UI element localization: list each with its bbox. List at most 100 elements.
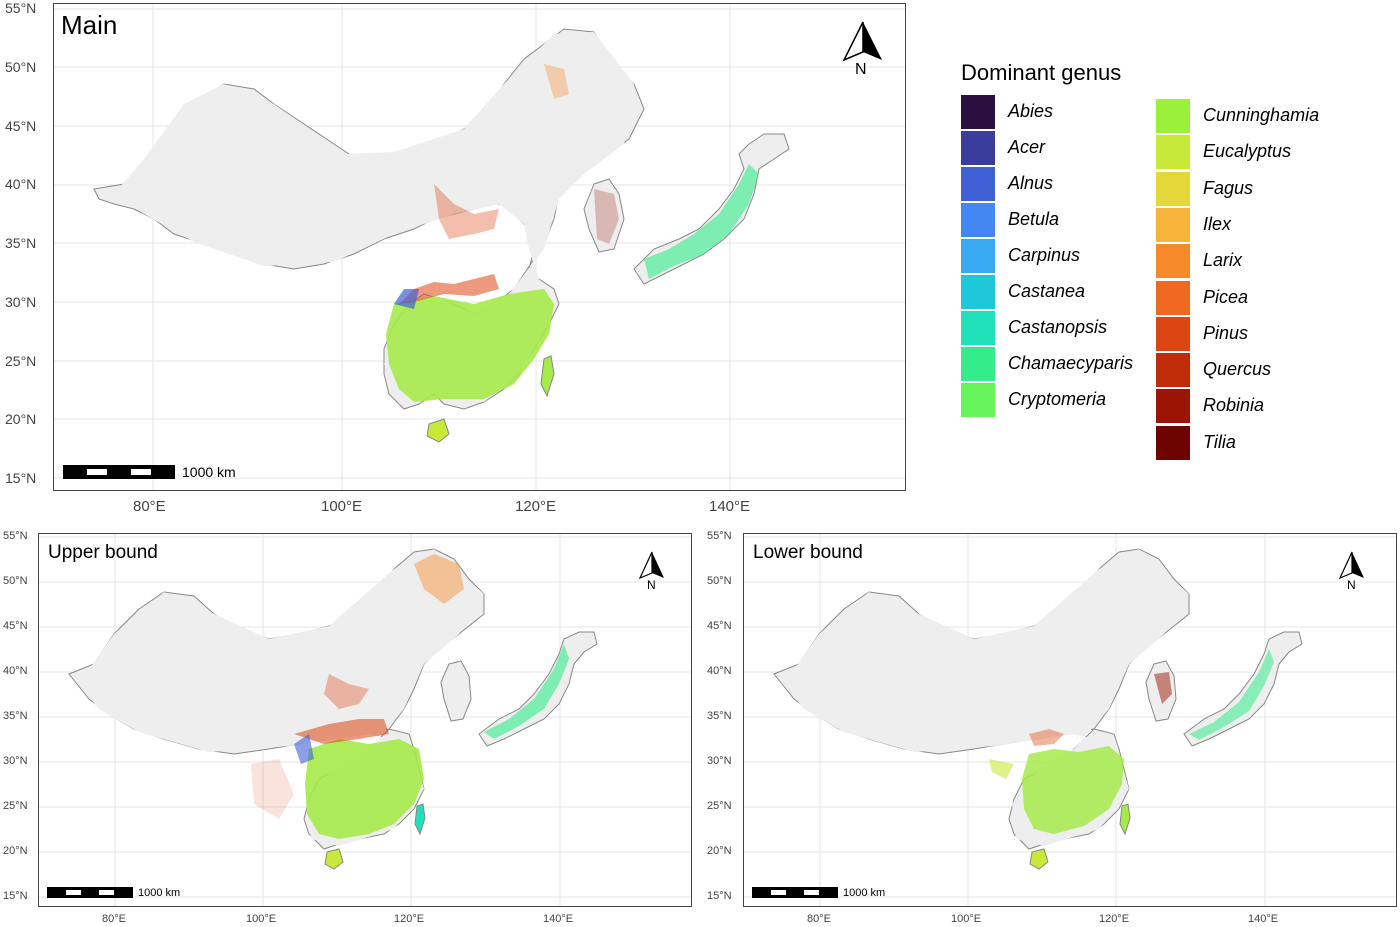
lower-bound-map-panel: Lower bound N 1000 km (743, 533, 1397, 907)
north-arrow-label: N (1347, 578, 1356, 592)
main-forest-cover (386, 64, 759, 402)
upper-map-canvas (39, 534, 691, 906)
upper-lon-label: 100°E (246, 913, 277, 925)
main-lat-label: 20°N (5, 411, 37, 427)
legend-swatch (1156, 135, 1190, 170)
legend-label: Robinia (1203, 395, 1265, 416)
upper-forest-cover (251, 554, 569, 839)
legend-title: Dominant genus (961, 60, 1122, 85)
legend-label: Alnus (1008, 173, 1054, 193)
lower-lon-label: 80°E (807, 913, 831, 925)
north-arrow-icon (842, 21, 882, 62)
main-lat-label: 25°N (5, 353, 37, 369)
main-lon-label: 120°E (515, 498, 557, 515)
legend-label: Fagus (1203, 177, 1254, 198)
lower-lat-label: 30°N (707, 755, 732, 767)
legend-swatch (961, 95, 995, 129)
scale-bar-label: 1000 km (843, 887, 886, 899)
legend-swatch (961, 347, 995, 381)
lower-lat-label: 40°N (707, 665, 732, 677)
main-map-canvas (54, 4, 905, 490)
upper-lon-label: 80°E (102, 913, 126, 925)
legend-label: Tilia (1203, 431, 1236, 452)
legend-swatch (961, 167, 995, 201)
main-lon-label: 80°E (133, 498, 166, 515)
lower-lat-label: 50°N (707, 575, 732, 587)
main-lon-label: 140°E (709, 498, 751, 515)
legend-label: Castanopsis (1008, 317, 1108, 337)
legend-label: Picea (1203, 286, 1249, 307)
lower-lat-label: 45°N (707, 620, 732, 632)
north-arrow-label: N (647, 578, 656, 592)
upper-lat-label: 40°N (3, 665, 28, 677)
lower-panel-title: Lower bound (753, 542, 863, 563)
lower-lat-label: 25°N (707, 800, 732, 812)
legend-label: Acer (1008, 137, 1046, 157)
legend-swatch (961, 239, 995, 273)
legend-label: Abies (1008, 101, 1054, 121)
upper-bound-map-panel: Upper bound N 1000 km (38, 533, 692, 907)
main-lat-label: 30°N (5, 294, 37, 310)
lower-lon-label: 120°E (1099, 913, 1130, 925)
main-lat-label: 15°N (5, 470, 37, 486)
lower-lat-label: 55°N (707, 530, 732, 542)
lower-lat-label: 15°N (707, 890, 732, 902)
upper-lon-label: 120°E (394, 913, 425, 925)
legend-swatch (1156, 207, 1190, 242)
legend-label: Larix (1203, 250, 1243, 271)
lower-lat-label: 35°N (707, 710, 732, 722)
legend-swatch (1156, 280, 1190, 315)
lower-lon-label: 100°E (951, 913, 982, 925)
legend-swatch (961, 275, 995, 309)
scale-bar (63, 465, 175, 479)
upper-lat-label: 15°N (3, 890, 28, 902)
legend-label: Ilex (1203, 213, 1232, 234)
legend-swatch (961, 131, 995, 165)
legend-label: Quercus (1203, 359, 1272, 380)
north-arrow-label: N (855, 61, 867, 78)
legend-swatch (1156, 353, 1190, 388)
legend-swatch (1156, 389, 1190, 424)
legend-label: Betula (1008, 209, 1060, 229)
lower-map-canvas (744, 534, 1396, 906)
main-map-panel: Main N 1000 km (53, 3, 906, 491)
upper-lat-label: 35°N (3, 710, 28, 722)
upper-lat-label: 30°N (3, 755, 28, 767)
main-lat-label: 35°N (5, 235, 37, 251)
main-lon-label: 100°E (321, 498, 363, 515)
main-graticule (54, 4, 905, 490)
main-panel-title: Main (61, 10, 118, 40)
upper-lon-label: 140°E (543, 913, 574, 925)
upper-lat-label: 50°N (3, 575, 28, 587)
north-arrow-icon (1338, 551, 1364, 580)
upper-lat-label: 45°N (3, 620, 28, 632)
legend-swatch (1156, 425, 1190, 460)
scale-bar (752, 887, 838, 898)
upper-lat-label: 25°N (3, 800, 28, 812)
north-arrow-icon (638, 551, 664, 580)
upper-lat-label: 20°N (3, 845, 28, 857)
legend-swatch (1156, 99, 1190, 133)
legend-label: Carpinus (1008, 245, 1081, 265)
legend-swatch (1156, 316, 1190, 351)
legend-swatch (1156, 244, 1190, 279)
legend-label: Cryptomeria (1008, 389, 1107, 409)
legend-label: Eucalyptus (1203, 141, 1292, 162)
scale-bar-label: 1000 km (182, 464, 236, 480)
legend-swatch (1156, 171, 1190, 206)
legend-swatch (961, 203, 995, 237)
lower-lon-label: 140°E (1248, 913, 1279, 925)
upper-panel-title: Upper bound (48, 542, 158, 563)
main-lat-label: 55°N (5, 0, 37, 16)
scale-bar-label: 1000 km (138, 887, 181, 899)
lower-forest-cover (989, 649, 1274, 834)
upper-lat-label: 55°N (3, 530, 28, 542)
scale-bar (47, 887, 133, 898)
legend-label: Pinus (1203, 322, 1249, 343)
legend-swatch (961, 311, 995, 345)
main-lat-label: 40°N (5, 176, 37, 192)
legend-label: Chamaecyparis (1008, 353, 1134, 373)
legend-swatch (961, 383, 995, 417)
main-lat-label: 50°N (5, 59, 37, 75)
lower-lat-label: 20°N (707, 845, 732, 857)
